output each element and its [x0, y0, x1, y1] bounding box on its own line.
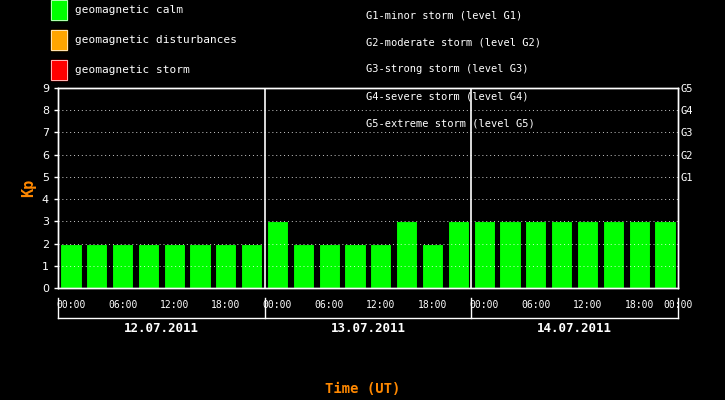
- Text: 12.07.2011: 12.07.2011: [124, 322, 199, 335]
- Text: 00:00: 00:00: [57, 300, 86, 310]
- Text: 18:00: 18:00: [211, 300, 241, 310]
- Bar: [448, 221, 469, 288]
- Text: G1-minor storm (level G1): G1-minor storm (level G1): [366, 10, 523, 20]
- Bar: [473, 221, 494, 288]
- Bar: [370, 244, 392, 288]
- Text: 13.07.2011: 13.07.2011: [331, 322, 405, 335]
- Bar: [112, 244, 133, 288]
- Bar: [422, 244, 443, 288]
- Text: G4-severe storm (level G4): G4-severe storm (level G4): [366, 92, 529, 102]
- Bar: [293, 244, 314, 288]
- Bar: [655, 221, 676, 288]
- Text: geomagnetic calm: geomagnetic calm: [75, 5, 183, 15]
- Text: G3-strong storm (level G3): G3-strong storm (level G3): [366, 64, 529, 74]
- Y-axis label: Kp: Kp: [21, 179, 36, 197]
- Bar: [267, 221, 288, 288]
- Bar: [602, 221, 624, 288]
- Bar: [629, 221, 650, 288]
- Bar: [551, 221, 572, 288]
- Bar: [189, 244, 211, 288]
- Text: G5-extreme storm (level G5): G5-extreme storm (level G5): [366, 119, 535, 129]
- Text: 06:00: 06:00: [315, 300, 344, 310]
- Bar: [318, 244, 340, 288]
- Bar: [60, 244, 81, 288]
- Text: 14.07.2011: 14.07.2011: [537, 322, 612, 335]
- Bar: [138, 244, 159, 288]
- Text: 06:00: 06:00: [108, 300, 137, 310]
- Bar: [215, 244, 236, 288]
- Text: Time (UT): Time (UT): [325, 382, 400, 396]
- Bar: [525, 221, 547, 288]
- Bar: [344, 244, 365, 288]
- Text: 18:00: 18:00: [624, 300, 654, 310]
- Text: 06:00: 06:00: [521, 300, 550, 310]
- Bar: [164, 244, 185, 288]
- Text: geomagnetic disturbances: geomagnetic disturbances: [75, 35, 237, 45]
- Text: 12:00: 12:00: [573, 300, 602, 310]
- Text: geomagnetic storm: geomagnetic storm: [75, 65, 190, 75]
- Bar: [241, 244, 262, 288]
- Text: 12:00: 12:00: [366, 300, 396, 310]
- Text: 00:00: 00:00: [263, 300, 292, 310]
- Bar: [86, 244, 107, 288]
- Text: G2-moderate storm (level G2): G2-moderate storm (level G2): [366, 37, 541, 47]
- Text: 00:00: 00:00: [470, 300, 499, 310]
- Bar: [500, 221, 521, 288]
- Text: 12:00: 12:00: [160, 300, 189, 310]
- Text: 18:00: 18:00: [418, 300, 447, 310]
- Text: 00:00: 00:00: [663, 300, 692, 310]
- Bar: [577, 221, 598, 288]
- Bar: [396, 221, 418, 288]
